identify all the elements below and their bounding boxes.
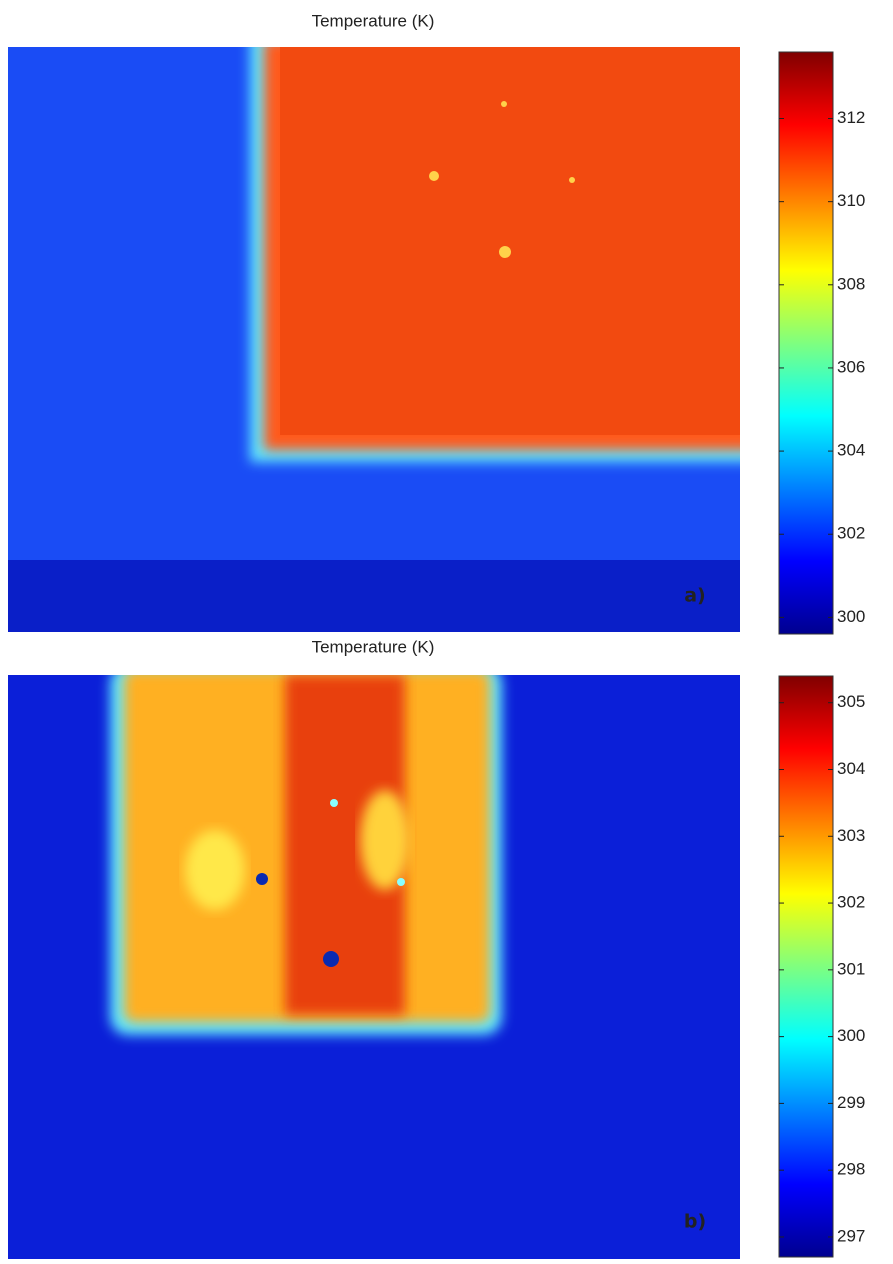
colorbar-tick-label: 300: [837, 607, 865, 626]
colorbar-tick-label: 304: [837, 759, 865, 778]
colorbar: [779, 676, 833, 1257]
panel-label: a): [684, 585, 706, 607]
colorbar-tick-label: 306: [837, 357, 865, 376]
colorbar-tick-label: 308: [837, 274, 865, 293]
colorbar-tick-label: 301: [837, 959, 865, 978]
colorbar-tick-label: 303: [837, 826, 865, 845]
colorbar-tick-label: 298: [837, 1160, 865, 1179]
colorbar-tick-label: 304: [837, 441, 865, 460]
colorbar-tick-label: 305: [837, 692, 865, 711]
colorbar-tick-label: 302: [837, 524, 865, 543]
colorbar-tick-label: 300: [837, 1026, 865, 1045]
panel-title: Temperature (K): [312, 11, 435, 30]
colorbar-tick-label: 302: [837, 893, 865, 912]
panel-label: b): [684, 1211, 706, 1233]
colorbar-tick-label: 312: [837, 108, 865, 127]
colorbar: [779, 52, 833, 634]
colorbar-tick-label: 299: [837, 1093, 865, 1112]
colorbar-tick-label: 310: [837, 191, 865, 210]
thermal-image-b: [8, 665, 740, 1259]
thermal-image-a: [8, 35, 760, 632]
colorbar-tick-label: 297: [837, 1226, 865, 1245]
figure: Temperature (K) a) 300 302 304 306 308 310 312 Te…: [0, 0, 893, 1259]
panel-title: Temperature (K): [312, 637, 435, 656]
